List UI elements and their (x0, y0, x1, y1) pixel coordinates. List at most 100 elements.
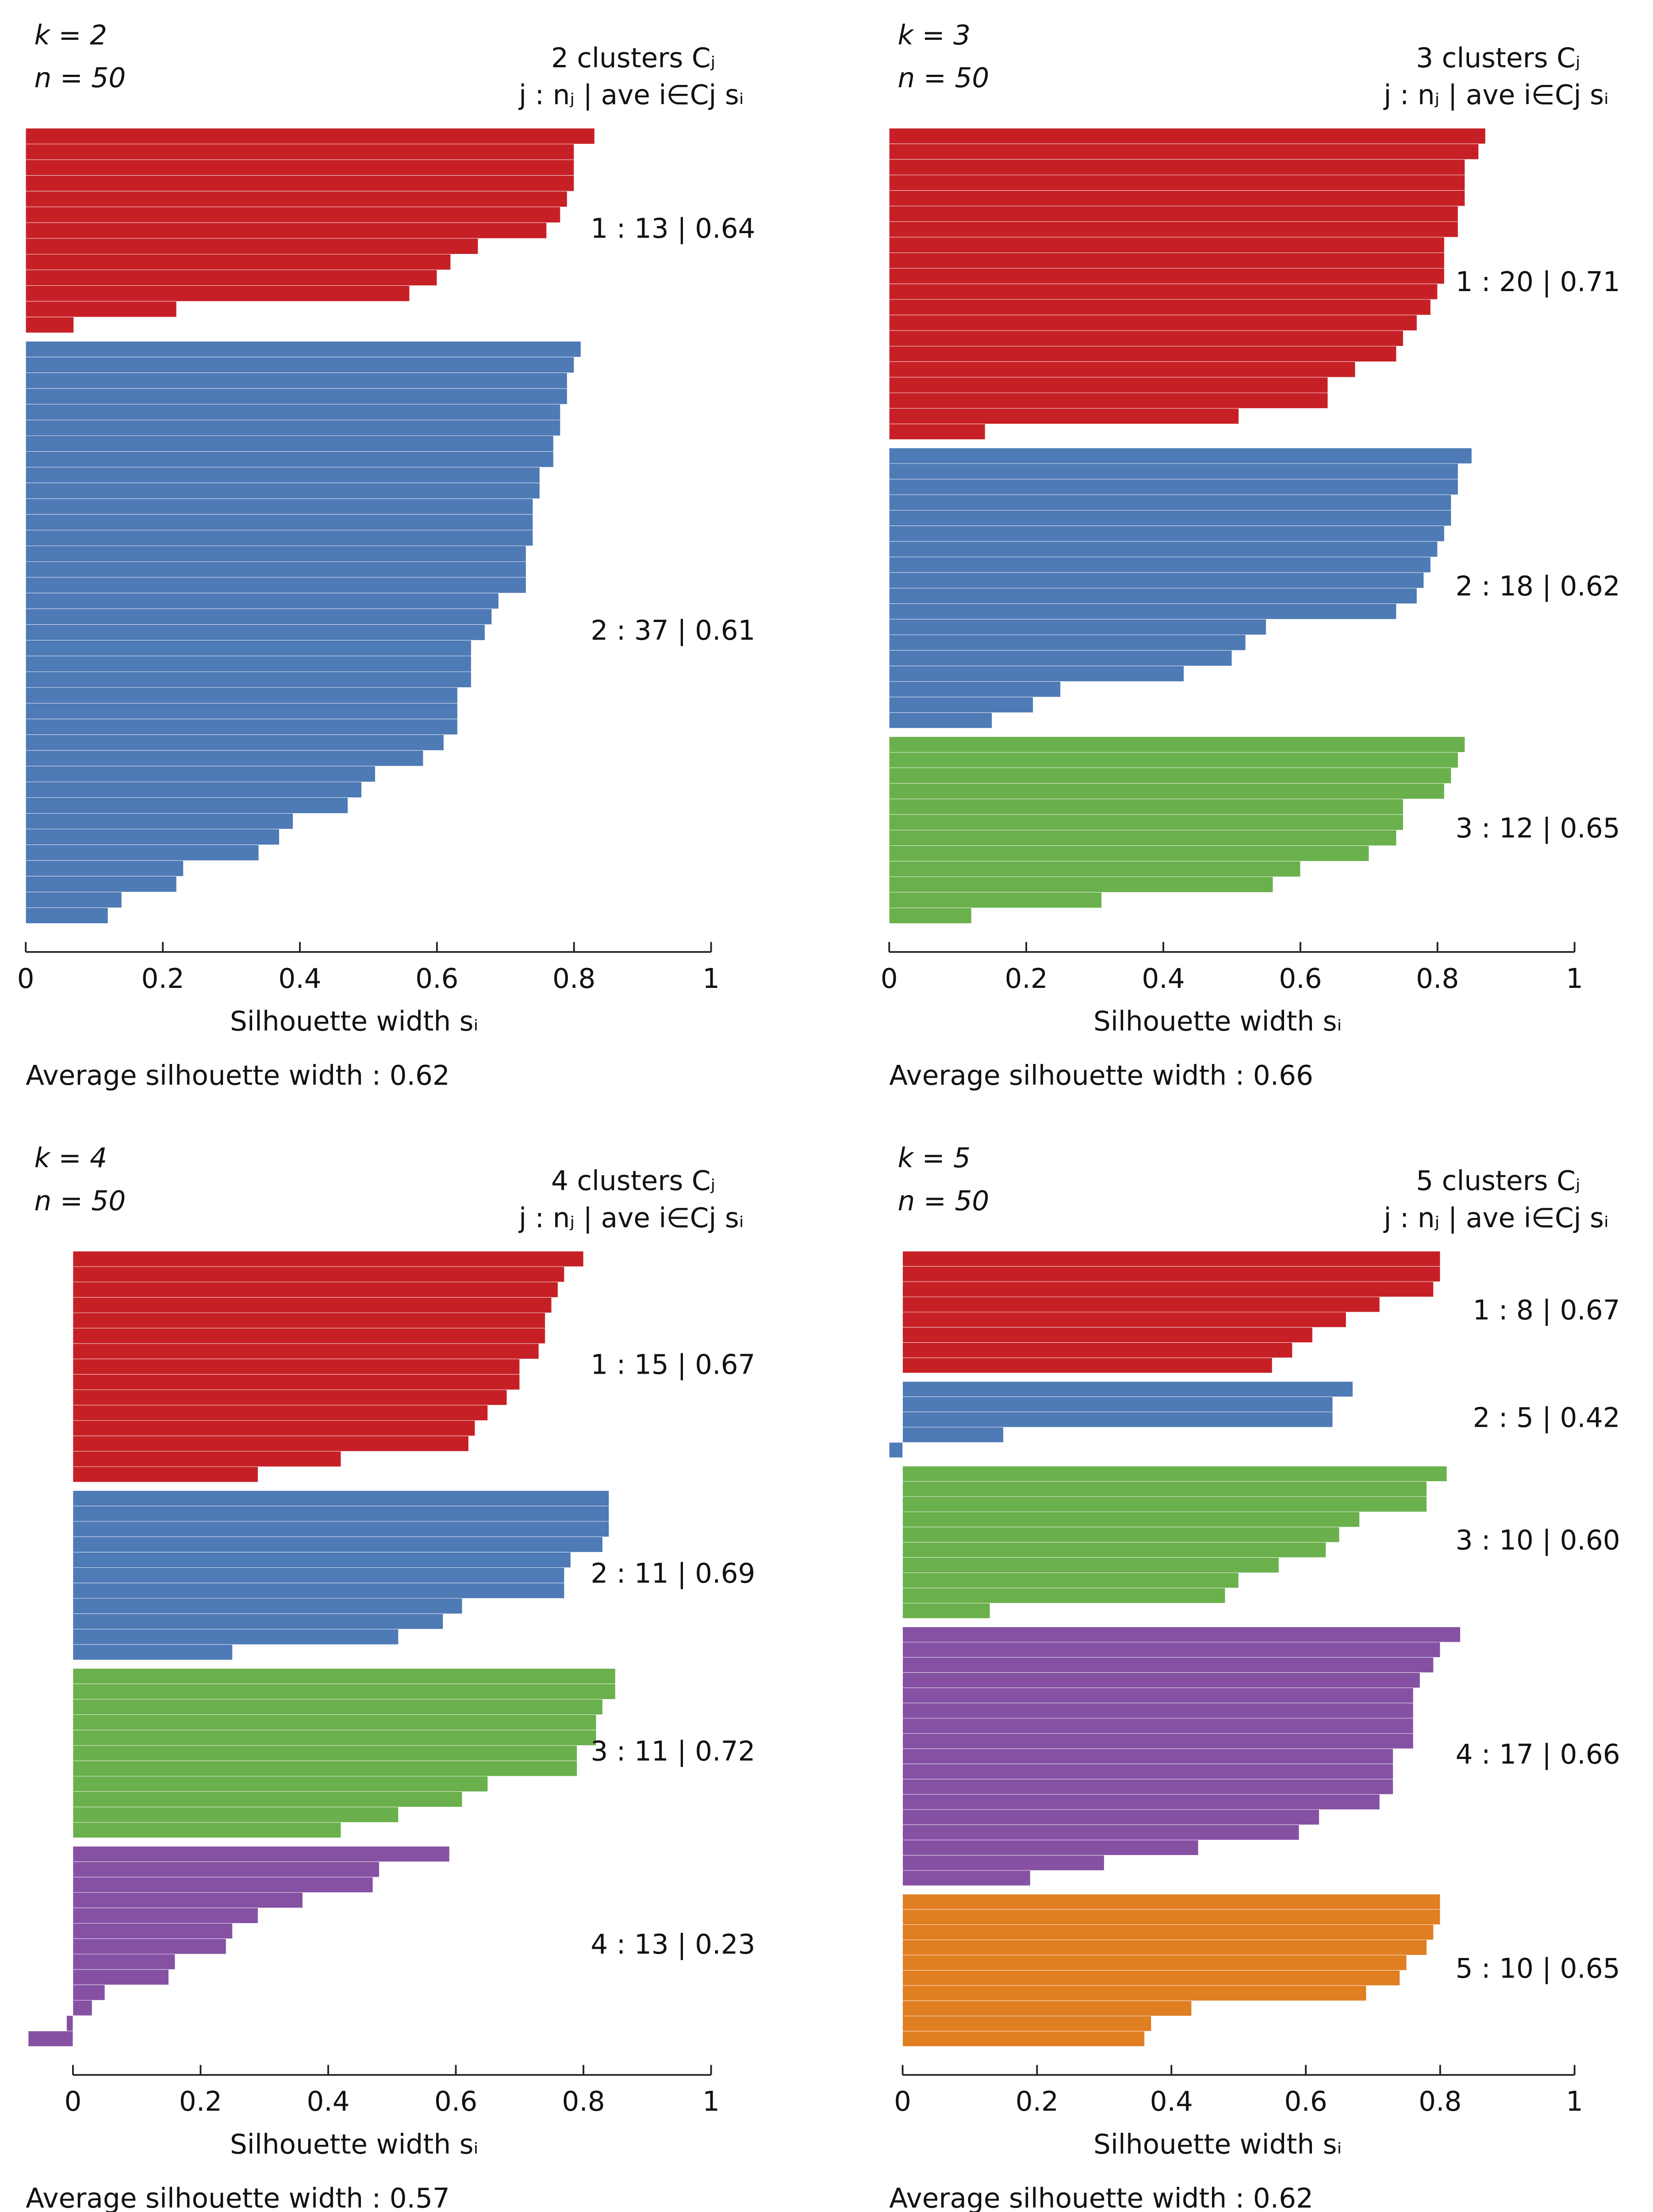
bar (889, 768, 1452, 784)
bar (73, 1985, 105, 2001)
x-tick-label: 0.6 (1284, 2086, 1327, 2117)
bar (902, 1687, 1414, 1703)
bar (889, 175, 1465, 191)
average-note: Average silhouette width : 0.62 (26, 1060, 450, 1091)
bar (889, 650, 1232, 666)
bar (902, 1427, 1004, 1443)
bar (902, 1312, 1346, 1328)
x-tick-label: 0.8 (1419, 2086, 1461, 2117)
cluster-label: 1 : 13 | 0.64 (591, 213, 755, 245)
bar (25, 317, 74, 333)
x-tick-label: 0 (881, 963, 898, 995)
bar (889, 588, 1417, 604)
bar (28, 2031, 73, 2047)
bar (73, 1343, 539, 1359)
bar (25, 373, 568, 389)
bar (25, 419, 561, 436)
bar (25, 514, 533, 530)
bar (25, 734, 444, 751)
bar (902, 1870, 1031, 1886)
bar (902, 1381, 1353, 1397)
bar (902, 1763, 1393, 1779)
cluster-label: 3 : 11 | 0.72 (591, 1736, 755, 1767)
bar (73, 1405, 488, 1421)
bar (73, 1892, 303, 1908)
bar (902, 1627, 1461, 1643)
legend-title: 2 clusters Cⱼ (551, 42, 715, 74)
bar (73, 1969, 169, 1985)
bar (889, 736, 1465, 753)
k-label: k = 5 (898, 1143, 971, 1174)
n-label: n = 50 (898, 1185, 989, 1217)
bar (73, 1567, 565, 1583)
bar (902, 1672, 1420, 1688)
bar (73, 1552, 571, 1568)
bar (73, 1776, 488, 1792)
bar (889, 206, 1458, 222)
x-tick-label: 0.6 (1279, 963, 1322, 995)
k-label: k = 4 (34, 1143, 107, 1174)
bar (25, 671, 472, 688)
bar (902, 1496, 1427, 1512)
bar (889, 463, 1458, 480)
cluster-label: 1 : 20 | 0.71 (1456, 266, 1620, 298)
x-tick-label: 0.6 (415, 963, 458, 995)
bar (25, 467, 540, 484)
bar (73, 1954, 176, 1970)
bar (889, 252, 1445, 269)
bar (73, 2000, 92, 2016)
bar (889, 494, 1452, 511)
bar (889, 876, 1273, 893)
bar (889, 752, 1458, 768)
bar (889, 221, 1458, 238)
cluster-label: 3 : 12 | 0.65 (1456, 813, 1620, 844)
n-label: n = 50 (34, 1185, 126, 1217)
bar (889, 526, 1445, 542)
bar (25, 640, 472, 657)
bar (73, 1683, 616, 1700)
bar (889, 845, 1369, 862)
bar (889, 541, 1438, 557)
x-tick-label: 0.2 (141, 963, 184, 995)
bar (902, 1542, 1327, 1558)
bar (25, 357, 575, 373)
bar (25, 545, 526, 562)
bar (889, 299, 1431, 315)
x-tick-label: 0.6 (434, 2086, 477, 2117)
bar (73, 1282, 558, 1298)
bar (73, 1313, 545, 1329)
bar (73, 1389, 507, 1406)
bar (25, 891, 122, 908)
bar (902, 1703, 1414, 1719)
bar (25, 341, 581, 357)
bar (902, 1251, 1441, 1267)
bar (25, 656, 472, 672)
bar (73, 1822, 341, 1838)
bar (73, 1521, 610, 1537)
bar (73, 1466, 258, 1482)
bar (889, 712, 993, 729)
bar (25, 238, 479, 254)
bar (25, 128, 595, 144)
legend-title: 5 clusters Cⱼ (1416, 1165, 1580, 1197)
cluster-label: 2 : 37 | 0.61 (591, 615, 755, 646)
bar (889, 1442, 903, 1458)
cluster-label: 3 : 10 | 0.60 (1456, 1525, 1620, 1556)
bar (902, 1327, 1313, 1343)
bar (889, 330, 1404, 346)
cluster-label: 2 : 5 | 0.42 (1473, 1402, 1620, 1433)
bar (73, 1505, 610, 1522)
bar (889, 619, 1266, 635)
bar (889, 284, 1438, 300)
average-note: Average silhouette width : 0.66 (889, 1060, 1313, 1091)
bar (25, 388, 568, 405)
bar (25, 404, 561, 420)
bar (902, 1297, 1380, 1313)
bar (889, 799, 1404, 815)
x-tick-label: 0.8 (1416, 963, 1459, 995)
bar (73, 1877, 373, 1893)
bar (902, 1642, 1441, 1658)
bar (902, 1824, 1300, 1840)
bar (902, 1809, 1319, 1825)
bar (889, 603, 1397, 620)
